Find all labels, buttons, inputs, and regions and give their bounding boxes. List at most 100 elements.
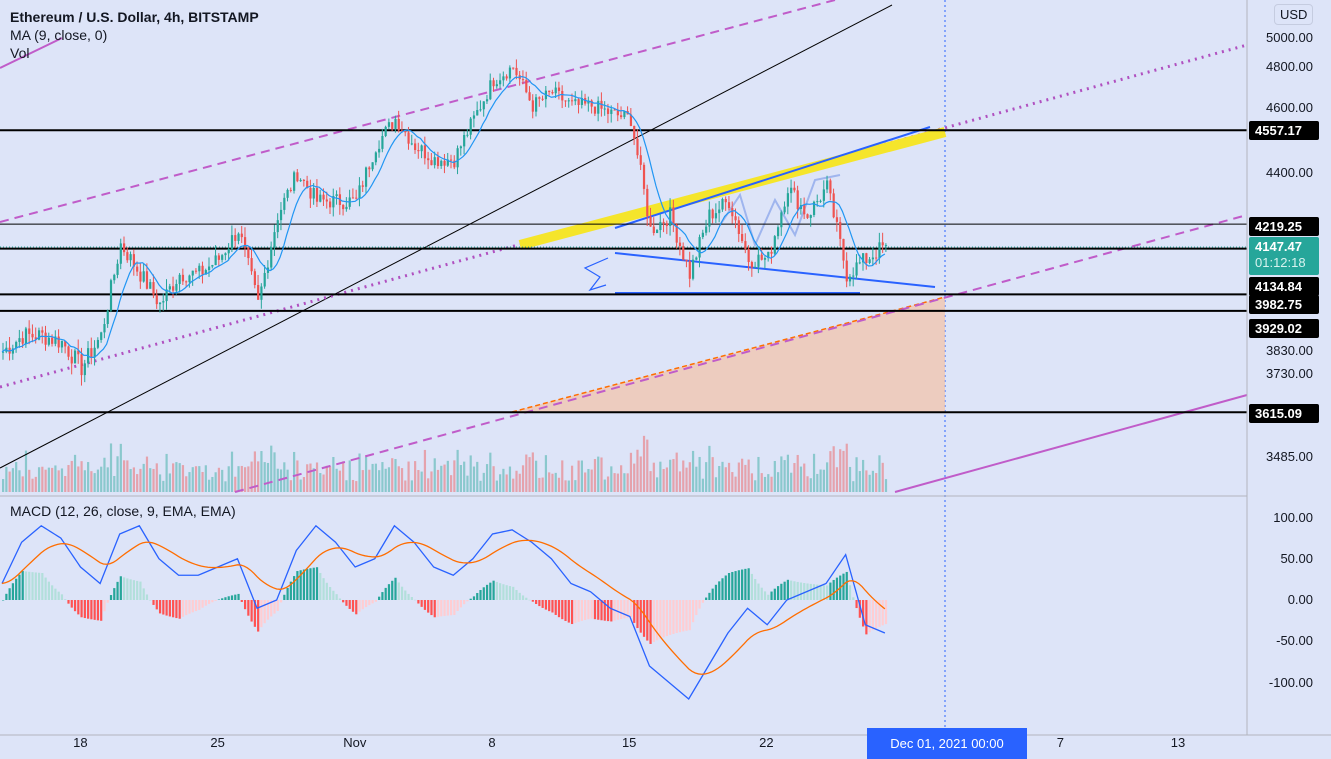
volume-bar bbox=[538, 477, 541, 492]
macd-histogram-bar bbox=[816, 584, 819, 600]
candle-body bbox=[191, 270, 194, 276]
macd-histogram-bar bbox=[783, 581, 786, 600]
macd-histogram-bar bbox=[172, 600, 175, 618]
macd-histogram-bar bbox=[763, 591, 767, 600]
volume-bar bbox=[822, 469, 825, 492]
macd-histogram-bar bbox=[168, 600, 171, 617]
volume-bar bbox=[191, 467, 194, 492]
macd-histogram-bar bbox=[283, 594, 286, 600]
macd-histogram-bar bbox=[319, 572, 322, 600]
volume-bar bbox=[541, 477, 544, 492]
volume-bar bbox=[757, 456, 760, 492]
macd-histogram-bar bbox=[191, 600, 194, 613]
macd-histogram-bar bbox=[786, 579, 789, 600]
macd-histogram-bar bbox=[848, 585, 852, 600]
macd-histogram-bar bbox=[384, 587, 387, 600]
macd-histogram-bar bbox=[574, 600, 577, 623]
volume-bar bbox=[515, 470, 518, 492]
drawings bbox=[0, 0, 1248, 735]
candle-body bbox=[70, 356, 73, 364]
volume-bar bbox=[41, 466, 44, 492]
volume-bar bbox=[773, 460, 776, 492]
volume-bar bbox=[639, 456, 642, 492]
volume-bar bbox=[776, 472, 780, 492]
volume-bar bbox=[642, 435, 646, 492]
candle-body bbox=[770, 251, 773, 254]
volume-bar bbox=[309, 463, 312, 492]
candle-body bbox=[858, 262, 861, 264]
candle-body bbox=[780, 212, 783, 228]
candle-body bbox=[662, 221, 665, 224]
candle-body bbox=[257, 285, 260, 300]
macd-histogram-bar bbox=[721, 578, 724, 600]
volume-bar bbox=[204, 465, 207, 492]
candle-body bbox=[773, 236, 776, 254]
macd-histogram-bar bbox=[881, 600, 884, 626]
volume-bar bbox=[263, 462, 266, 492]
candle-body bbox=[688, 261, 691, 279]
candle-body bbox=[878, 242, 881, 259]
volume-bar bbox=[770, 476, 773, 492]
volume-bar bbox=[361, 470, 364, 492]
volume-bar bbox=[21, 476, 24, 492]
volume-bar bbox=[597, 456, 600, 492]
macd-histogram-bar bbox=[188, 600, 191, 614]
candle-body bbox=[505, 76, 508, 79]
macd-histogram-bar bbox=[495, 581, 498, 600]
vol-legend[interactable]: Vol bbox=[10, 45, 30, 61]
macd-histogram-bar bbox=[714, 584, 718, 600]
candle-body bbox=[37, 330, 41, 340]
candle-body bbox=[47, 337, 50, 345]
candle-body bbox=[577, 99, 580, 105]
volume-bar bbox=[616, 473, 619, 492]
macd-histogram-bar bbox=[826, 585, 829, 600]
macd-legend[interactable]: MACD (12, 26, close, 9, EMA, EMA) bbox=[10, 503, 236, 519]
volume-bar bbox=[371, 463, 374, 492]
candle-body bbox=[440, 160, 443, 167]
macd-histogram-bar bbox=[28, 571, 31, 600]
candle-body bbox=[446, 159, 449, 166]
candle-body bbox=[443, 160, 446, 166]
candle-body bbox=[2, 351, 5, 353]
volume-bar bbox=[535, 460, 538, 492]
candle-body bbox=[394, 118, 397, 129]
price-level-tag: 4557.17 bbox=[1249, 121, 1319, 140]
volume-bar bbox=[208, 479, 211, 492]
candle-body bbox=[44, 332, 47, 345]
volume-bar bbox=[5, 466, 8, 492]
volume-bar bbox=[315, 462, 319, 492]
volume-bar bbox=[436, 469, 440, 492]
candle-body bbox=[309, 187, 312, 199]
ma-legend[interactable]: MA (9, close, 0) bbox=[10, 27, 108, 43]
currency-button[interactable]: USD bbox=[1274, 4, 1314, 25]
candle-body bbox=[639, 155, 642, 165]
candle-body bbox=[786, 193, 789, 207]
candle-body bbox=[335, 194, 338, 197]
volume-bar bbox=[557, 477, 561, 492]
volume-bar bbox=[705, 462, 708, 492]
volume-bar bbox=[737, 462, 740, 492]
candle-body bbox=[234, 235, 237, 241]
volume-bar bbox=[489, 452, 492, 492]
candle-body bbox=[554, 87, 557, 94]
symbol-title[interactable]: Ethereum / U.S. Dollar, 4h, BITSTAMP bbox=[10, 9, 259, 25]
macd-histogram-bar bbox=[335, 594, 338, 600]
volume-bar bbox=[240, 465, 243, 492]
volume-bar bbox=[299, 479, 302, 492]
macd-histogram-bar bbox=[616, 600, 619, 620]
macd-histogram-bar bbox=[404, 590, 407, 600]
candle-body bbox=[656, 230, 659, 233]
macd-histogram-bar bbox=[181, 600, 185, 617]
volume-bar bbox=[224, 481, 227, 492]
candle-body bbox=[476, 110, 479, 116]
candle-body bbox=[387, 122, 391, 127]
candle-body bbox=[374, 152, 377, 163]
volume-bar bbox=[754, 480, 757, 492]
volume-bar bbox=[106, 467, 109, 492]
volume-bar bbox=[329, 466, 332, 492]
volume-bar bbox=[109, 443, 113, 492]
candle-body bbox=[185, 281, 188, 283]
macd-histogram-bar bbox=[83, 600, 86, 619]
volume-bar bbox=[70, 460, 73, 492]
